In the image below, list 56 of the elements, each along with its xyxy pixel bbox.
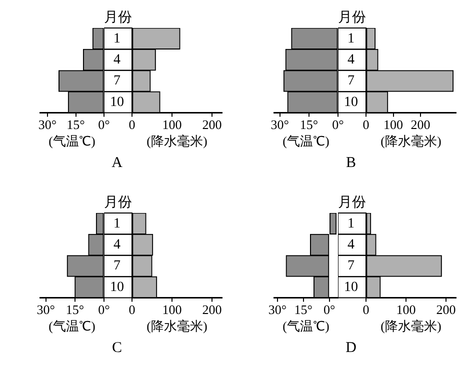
y-tick-label: 7	[114, 258, 120, 274]
y-axis-title: 月份	[338, 194, 366, 211]
x-tick-label: 30°	[38, 117, 57, 132]
x-tick-label: 15°	[66, 117, 85, 132]
text: B	[344, 155, 357, 172]
y-tick-label: 10	[344, 94, 358, 110]
x-tick-label: 100	[162, 117, 182, 132]
x-tick-label: 0°	[98, 302, 110, 318]
y-tick-label: 1	[114, 216, 120, 232]
x-axis-title: (降水毫米)	[380, 318, 442, 334]
x-tick-label: 0°	[324, 302, 336, 318]
y-tick-label: 7	[114, 74, 120, 89]
x-tick-label: 30°	[36, 302, 55, 318]
x-axis-title: (气温℃)	[282, 134, 330, 149]
x-tick-label: 0°	[98, 117, 110, 132]
x-tick-label: 30°	[270, 117, 289, 132]
y-tick-label: 1	[114, 31, 120, 46]
text: D	[344, 340, 358, 357]
x-tick-label: 100	[384, 117, 404, 132]
x-tick-label: 200	[410, 117, 430, 132]
x-axis-title: (气温℃)	[48, 134, 96, 149]
x-tick-label: 30°	[268, 302, 287, 318]
y-tick-label: 10	[110, 280, 124, 295]
x-tick-label: 15°	[66, 302, 84, 318]
x-axis-title: (降水毫米)	[146, 318, 208, 334]
y-axis-title: 月份	[104, 10, 132, 26]
y-tick-label: 4	[348, 52, 354, 68]
y-tick-label: 10	[344, 280, 358, 295]
x-tick-label: 15°	[300, 117, 318, 132]
text: A	[110, 155, 124, 172]
y-tick-label: 4	[114, 237, 120, 252]
y-tick-label: 4	[348, 237, 354, 252]
x-tick-label: 0	[128, 117, 136, 132]
y-tick-label: 1	[348, 216, 354, 232]
y-tick-label: 4	[114, 52, 120, 68]
text: C	[110, 340, 123, 357]
x-tick-label: 200	[436, 302, 456, 318]
x-tick-label: 0	[128, 302, 136, 318]
y-tick-label: 1	[348, 31, 354, 46]
y-axis-title: 月份	[338, 10, 366, 26]
x-axis-title: (降水毫米)	[380, 134, 442, 149]
x-tick-label: 0	[362, 117, 370, 132]
x-tick-label: 0	[362, 302, 370, 318]
x-tick-label: 200	[202, 117, 222, 132]
x-axis-title: (气温℃)	[282, 318, 330, 334]
y-axis-title: 月份	[104, 194, 132, 211]
x-tick-label: 100	[162, 302, 182, 318]
x-axis-title: (气温℃)	[48, 318, 96, 334]
x-tick-label: 100	[396, 302, 416, 318]
x-tick-label: 200	[202, 302, 222, 318]
x-axis-title: (降水毫米)	[146, 134, 208, 149]
x-tick-label: 15°	[294, 302, 313, 318]
y-tick-label: 7	[348, 74, 354, 89]
y-tick-label: 10	[110, 94, 124, 110]
x-tick-label: 0°	[332, 117, 344, 132]
y-tick-label: 7	[348, 258, 354, 274]
